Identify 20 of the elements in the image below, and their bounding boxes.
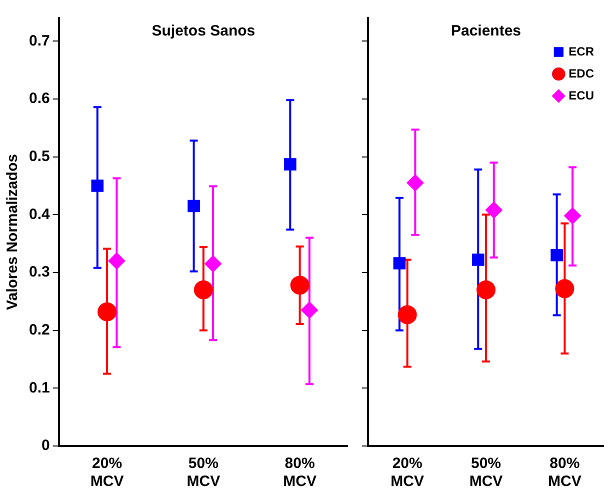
y-tick-label: 0 bbox=[42, 437, 50, 454]
legend-label: ECU bbox=[568, 88, 594, 102]
y-tick-label: 0.5 bbox=[28, 148, 50, 165]
y-tick-label: 0.6 bbox=[28, 90, 50, 108]
x-tick-label: 80% MCV bbox=[548, 455, 582, 490]
legend-label: ECR bbox=[568, 44, 594, 58]
legend-label: EDC bbox=[568, 66, 594, 80]
x-tick-label: 50% MCV bbox=[469, 455, 503, 490]
chart-title: Pacientes bbox=[450, 22, 522, 40]
x-tick-label: 20% MCV bbox=[390, 455, 424, 490]
x-tick-label: 20% MCV bbox=[90, 455, 124, 490]
y-tick-label: 0.2 bbox=[28, 321, 50, 338]
y-tick-label: 0.7 bbox=[28, 32, 50, 50]
y-tick-label: 0.3 bbox=[28, 264, 50, 281]
y-tick-label: 0.4 bbox=[28, 206, 50, 223]
y-axis-title: Valores Normalizados bbox=[4, 154, 22, 310]
y-tick-label: 0.1 bbox=[28, 379, 50, 396]
x-tick-label: 50% MCV bbox=[186, 455, 220, 490]
chart-title: Sujetos Sanos bbox=[152, 22, 256, 40]
x-tick-label: 80% MCV bbox=[283, 455, 316, 490]
